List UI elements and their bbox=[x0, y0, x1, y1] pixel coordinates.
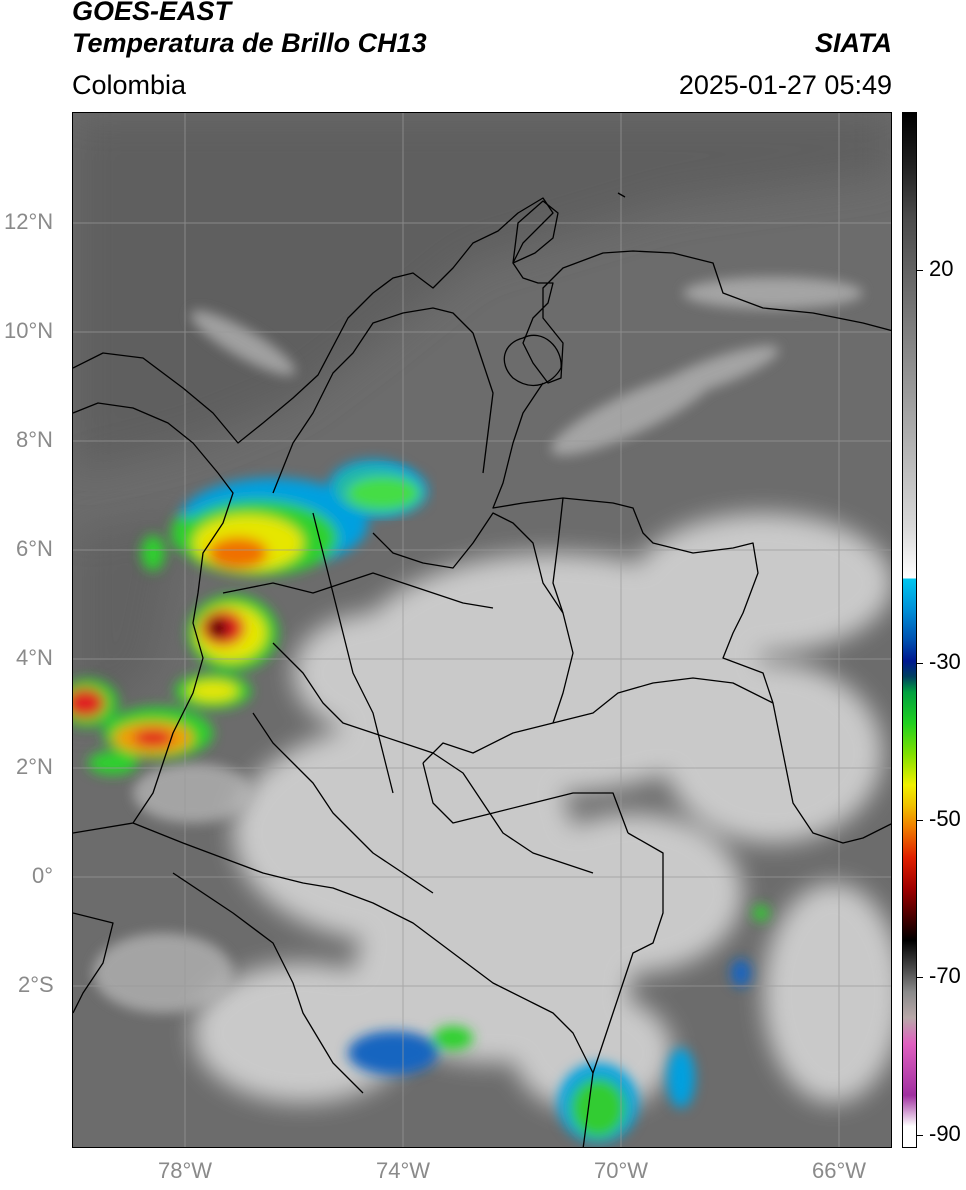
dept-lines-4 bbox=[312, 512, 394, 794]
graticule bbox=[73, 113, 891, 1147]
dept-lines-2 bbox=[222, 572, 494, 609]
dept-lines-6 bbox=[252, 712, 434, 894]
dept-lines-5 bbox=[372, 512, 564, 614]
dept-lines-1 bbox=[272, 307, 494, 494]
lon-label-70w: 70°W bbox=[594, 1158, 649, 1183]
lat-label-6n: 6°N bbox=[16, 536, 53, 561]
ecuador-coast bbox=[73, 912, 114, 1014]
cb-label-m30: -30 bbox=[929, 649, 961, 674]
cb-tick-20 bbox=[917, 270, 923, 271]
colombia-venezuela-border bbox=[492, 382, 891, 844]
cloud-streaks bbox=[93, 277, 863, 1013]
island-aruba bbox=[617, 192, 626, 198]
satellite-image bbox=[73, 113, 891, 1147]
cb-label-m70: -70 bbox=[929, 963, 961, 988]
region-label: Colombia bbox=[72, 70, 187, 100]
convection-north bbox=[338, 466, 428, 516]
timestamp-label: 2025-01-27 05:49 bbox=[678, 70, 892, 100]
title-line1: GOES-EAST bbox=[72, 0, 232, 26]
dept-lines-8 bbox=[552, 497, 574, 724]
dept-lines-3 bbox=[272, 642, 594, 874]
title-line2: Temperatura de Brillo CH13 bbox=[72, 28, 427, 58]
lat-label-0: 0° bbox=[32, 863, 54, 888]
venezuela-peninsula bbox=[512, 200, 559, 264]
lat-label-8n: 8°N bbox=[16, 427, 53, 452]
lat-label-2s: 2°S bbox=[18, 972, 54, 997]
lat-label-4n: 4°N bbox=[16, 645, 53, 670]
colorbar bbox=[902, 112, 917, 1148]
colombia-ecuador-border bbox=[132, 822, 594, 1074]
lake-maracaibo bbox=[503, 334, 562, 387]
cb-label-m90: -90 bbox=[929, 1121, 961, 1146]
convection-south bbox=[348, 905, 769, 1143]
pacific-coast bbox=[73, 402, 234, 834]
dept-lines-7 bbox=[422, 762, 629, 834]
lat-label-12n: 12°N bbox=[4, 209, 54, 234]
cb-tick-m50 bbox=[917, 820, 923, 821]
cb-tick-m70 bbox=[917, 977, 923, 978]
ecuador-peru-border bbox=[172, 872, 364, 1094]
cb-tick-m90 bbox=[917, 1135, 923, 1136]
cb-label-20: 20 bbox=[929, 256, 954, 281]
org-label: SIATA bbox=[815, 28, 892, 58]
lon-label-66w: 66°W bbox=[812, 1158, 867, 1183]
lat-label-10n: 10°N bbox=[4, 318, 54, 343]
colombia-peru-border bbox=[582, 832, 664, 1147]
lon-label-74w: 74°W bbox=[376, 1158, 431, 1183]
satellite-map[interactable] bbox=[72, 112, 892, 1148]
cb-tick-m30 bbox=[917, 663, 923, 664]
borders bbox=[73, 192, 891, 1147]
lon-label-78w: 78°W bbox=[158, 1158, 213, 1183]
colombia-brazil-border bbox=[422, 677, 774, 764]
cloud-field bbox=[193, 513, 891, 1113]
caribbean-coast bbox=[73, 197, 891, 444]
cb-label-m50: -50 bbox=[929, 806, 961, 831]
dark-sea-zone bbox=[73, 113, 891, 473]
lat-label-2n: 2°N bbox=[16, 754, 53, 779]
